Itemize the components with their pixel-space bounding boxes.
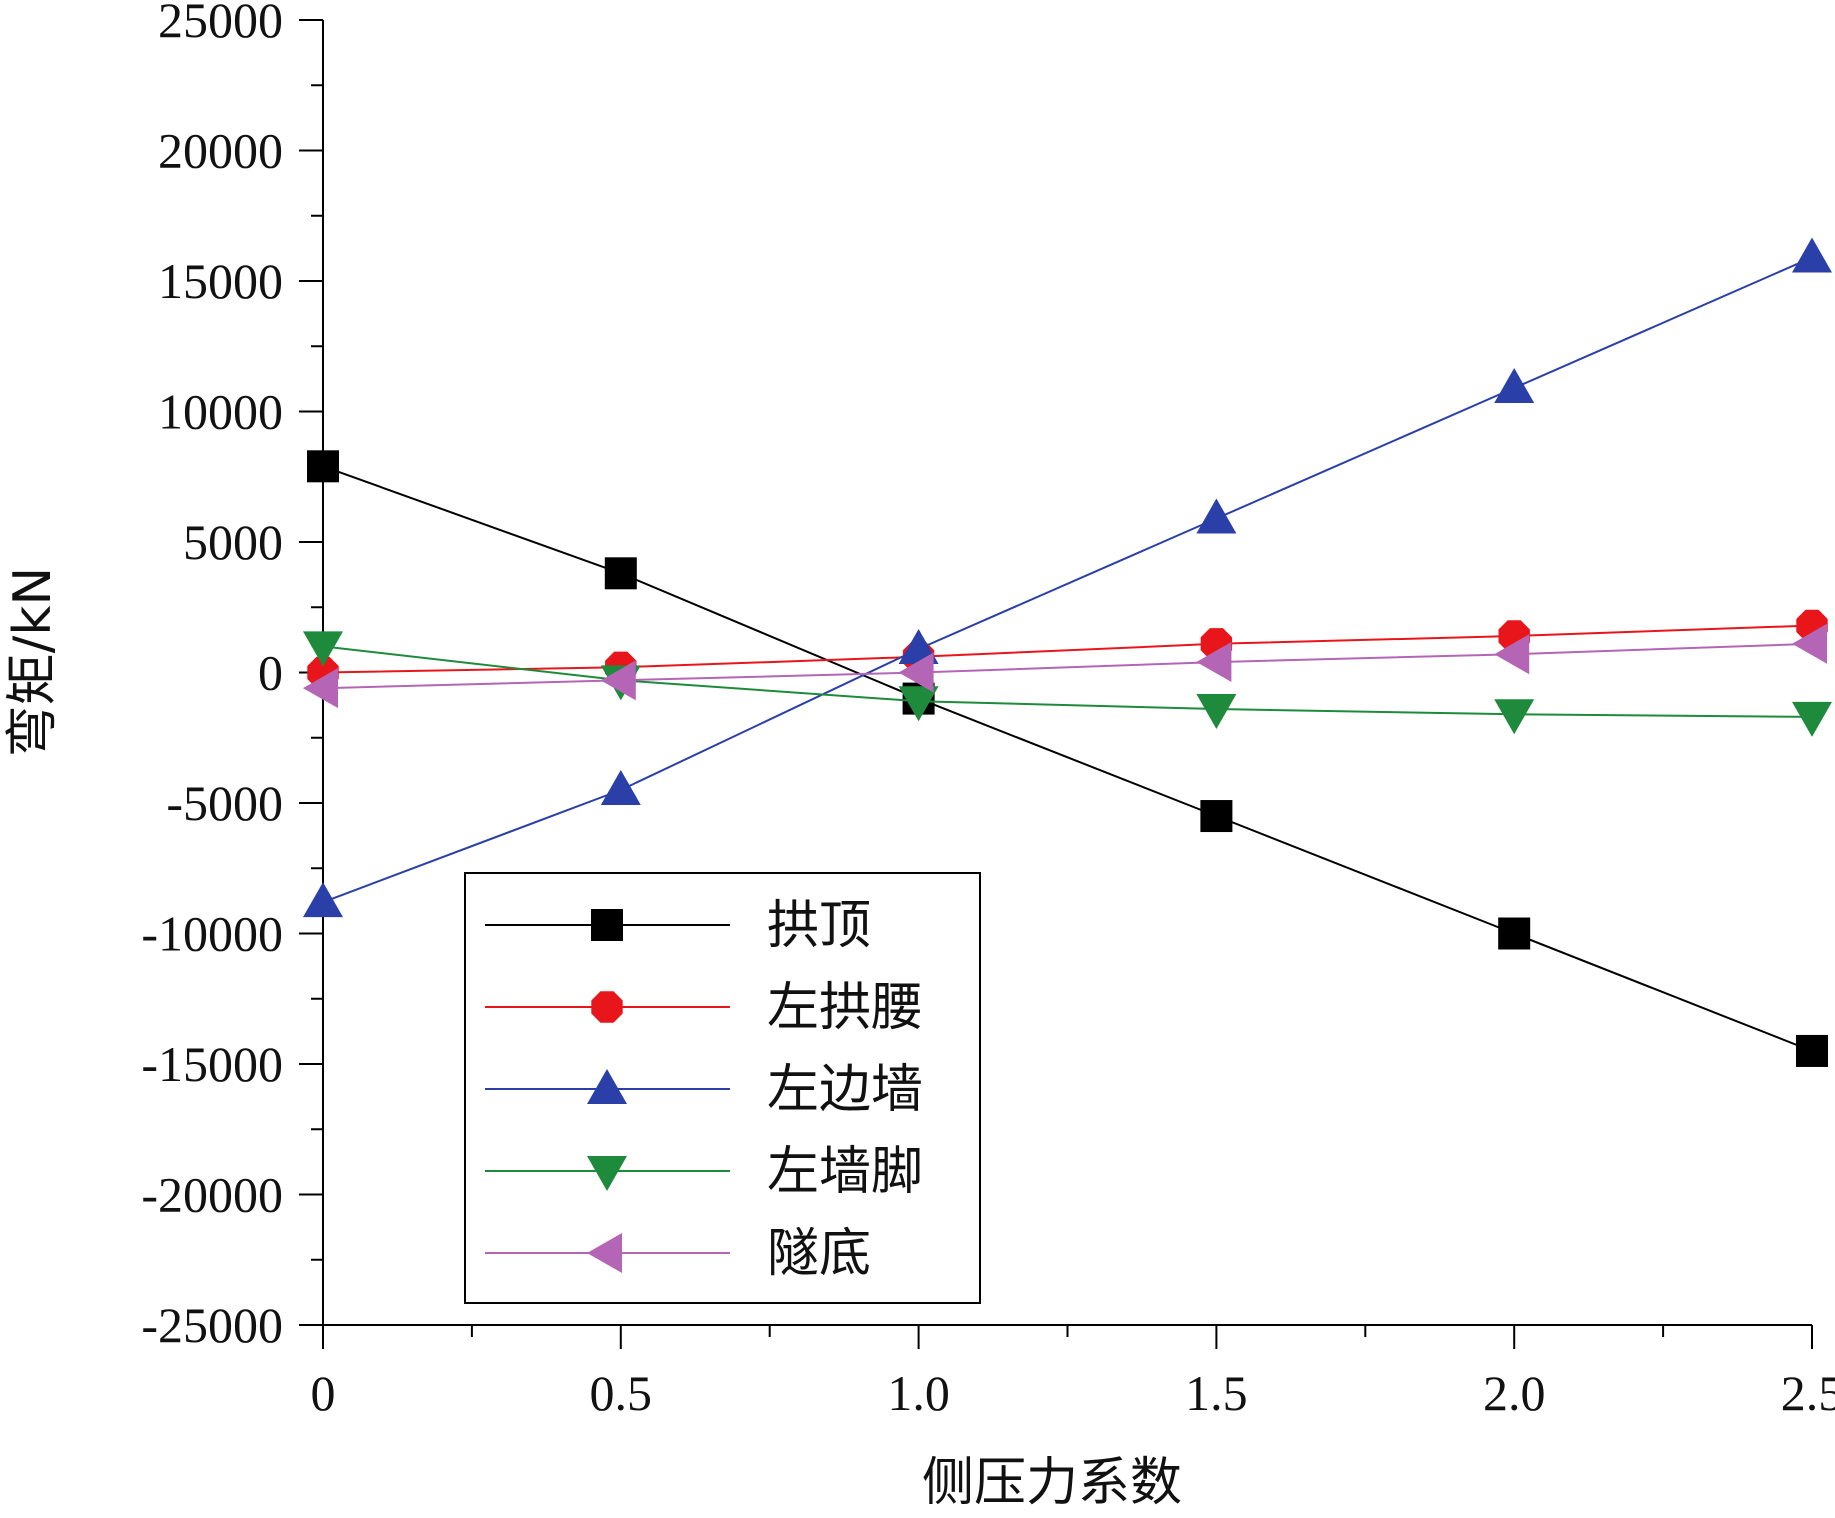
legend-marker xyxy=(587,1069,627,1104)
y-tick-label: -20000 xyxy=(141,1167,283,1223)
data-point xyxy=(1796,1034,1828,1067)
legend-item: 左墙脚 xyxy=(485,1142,923,1202)
data-point xyxy=(600,769,641,805)
data-point xyxy=(303,631,343,667)
y-tick-label: 20000 xyxy=(158,123,283,179)
legend-item: 隧底 xyxy=(485,1224,871,1284)
series-4 xyxy=(303,623,1827,709)
data-point xyxy=(303,668,338,709)
data-point xyxy=(600,660,636,701)
data-point xyxy=(898,629,939,665)
y-tick-label: -15000 xyxy=(141,1036,283,1092)
series-3 xyxy=(303,631,1832,737)
data-point xyxy=(1196,498,1237,534)
y-axis-title: 弯矩/kN xyxy=(3,567,63,758)
data-point xyxy=(1494,699,1535,735)
data-point xyxy=(303,882,343,918)
series-layer xyxy=(303,237,1832,1067)
axes: 25000 20000 15000 10000 5000 0 -5000 -10000 -150… xyxy=(141,0,1835,1421)
x-tick-label: 0.5 xyxy=(590,1365,653,1421)
legend-label: 拱顶 xyxy=(767,896,871,956)
series-0 xyxy=(307,450,1828,1067)
series-line xyxy=(322,256,1813,904)
series-1 xyxy=(307,609,1828,689)
data-point xyxy=(1494,634,1530,675)
data-point xyxy=(307,450,339,483)
y-tick-label: 10000 xyxy=(158,384,283,440)
y-tick-label: 25000 xyxy=(158,0,283,48)
legend-label: 左边墙 xyxy=(767,1060,923,1120)
legend-marker xyxy=(587,1233,622,1273)
legend-marker xyxy=(587,1156,627,1191)
x-tick-label: 2.0 xyxy=(1483,1365,1546,1421)
x-tick-label: 2.5 xyxy=(1781,1365,1835,1421)
y-tick-label: -5000 xyxy=(166,775,283,831)
data-point xyxy=(1196,694,1237,730)
x-tick-label: 1.0 xyxy=(887,1365,950,1421)
data-point xyxy=(898,652,934,693)
data-point xyxy=(1498,917,1531,950)
x-tick-label: 0 xyxy=(311,1365,336,1421)
series-2 xyxy=(303,237,1832,918)
y-tick-label: 15000 xyxy=(158,253,283,309)
legend-marker xyxy=(591,909,623,941)
legend-marker xyxy=(591,991,623,1023)
legend-label: 左墙脚 xyxy=(767,1142,923,1202)
data-point xyxy=(604,557,637,590)
legend-item: 拱顶 xyxy=(485,896,871,956)
data-point xyxy=(1792,623,1827,664)
y-tick-label: -10000 xyxy=(141,906,283,962)
data-point xyxy=(1200,800,1233,833)
legend-item: 左拱腰 xyxy=(485,978,923,1038)
data-point xyxy=(1494,368,1535,404)
x-axis-title: 侧压力系数 xyxy=(922,1453,1182,1513)
legend-label: 左拱腰 xyxy=(767,978,923,1038)
series-line xyxy=(322,642,1813,690)
y-tick-label: 0 xyxy=(258,645,283,701)
data-point xyxy=(1792,701,1832,737)
y-tick-label: -25000 xyxy=(141,1297,283,1353)
series-line xyxy=(322,624,1813,674)
series-line xyxy=(322,465,1813,1052)
data-point xyxy=(1196,642,1232,683)
data-point xyxy=(1792,237,1832,273)
series-line xyxy=(322,645,1813,718)
y-tick-label: 5000 xyxy=(183,514,283,570)
legend-item: 左边墙 xyxy=(485,1060,923,1120)
legend-label: 隧底 xyxy=(767,1224,871,1284)
data-point xyxy=(898,686,939,722)
x-tick-label: 1.5 xyxy=(1185,1365,1248,1421)
